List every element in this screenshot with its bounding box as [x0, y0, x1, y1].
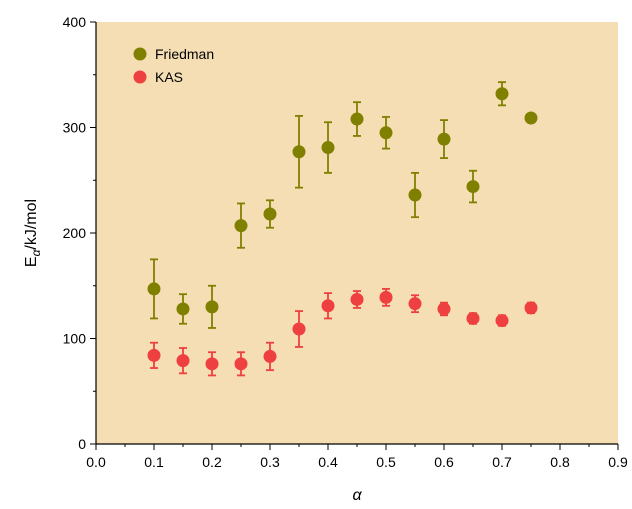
x-tick-label: 0.3	[260, 454, 280, 470]
legend: Friedman KAS	[133, 46, 214, 85]
kas-point	[495, 314, 509, 328]
friedman-point	[292, 145, 306, 159]
friedman-point	[350, 112, 364, 126]
legend-marker-kas	[133, 70, 147, 84]
y-tick-label: 0	[78, 436, 86, 452]
y-axis-title-subscript: α	[29, 248, 43, 256]
y-axis-title: Eα/kJ/mol	[23, 199, 43, 267]
kas-point	[176, 354, 190, 368]
friedman-point	[524, 111, 538, 125]
kas-point	[437, 302, 451, 316]
x-tick-label: 0.9	[608, 454, 628, 470]
y-tick-label: 200	[63, 225, 87, 241]
kas-point	[147, 348, 161, 362]
kas-point	[292, 322, 306, 336]
x-tick-label: 0.0	[86, 454, 106, 470]
x-tick-label: 0.8	[550, 454, 570, 470]
ticks: 0.0 0.1 0.2 0.3 0.4 0.5 0.6 0.7 0.8 0.9 0 100 200 300…	[63, 14, 628, 470]
kas-point	[524, 301, 538, 315]
x-tick-label: 0.1	[144, 454, 164, 470]
friedman-point	[321, 141, 335, 155]
x-axis-title: α	[352, 487, 362, 504]
legend-marker-friedman	[133, 47, 147, 61]
y-axis-title-base: E	[23, 256, 40, 267]
kas-point	[350, 292, 364, 306]
kas-point	[205, 357, 219, 371]
y-tick-label: 300	[63, 120, 87, 136]
y-tick-label: 100	[63, 331, 87, 347]
y-tick-label: 400	[63, 14, 87, 30]
kas-point	[321, 299, 335, 313]
legend-label-friedman: Friedman	[155, 46, 214, 62]
x-tick-label: 0.5	[376, 454, 396, 470]
friedman-point	[408, 188, 422, 202]
friedman-point	[263, 207, 277, 221]
friedman-point	[466, 180, 480, 194]
y-axis-title-unit: /kJ/mol	[23, 199, 40, 250]
friedman-point	[205, 300, 219, 314]
plot-background	[96, 22, 618, 444]
kas-point	[466, 311, 480, 325]
friedman-point	[379, 126, 393, 140]
kas-point	[263, 349, 277, 363]
kas-point	[234, 357, 248, 371]
friedman-point	[495, 87, 509, 101]
legend-label-kas: KAS	[155, 69, 183, 85]
kas-point	[379, 290, 393, 304]
x-tick-label: 0.4	[318, 454, 338, 470]
x-tick-label: 0.7	[492, 454, 512, 470]
data-marks	[147, 81, 538, 377]
x-tick-label: 0.6	[434, 454, 454, 470]
friedman-point	[234, 219, 248, 233]
friedman-point	[176, 302, 190, 316]
friedman-point	[147, 282, 161, 296]
kas-point	[408, 297, 422, 311]
x-tick-label: 0.2	[202, 454, 222, 470]
friedman-point	[437, 132, 451, 146]
